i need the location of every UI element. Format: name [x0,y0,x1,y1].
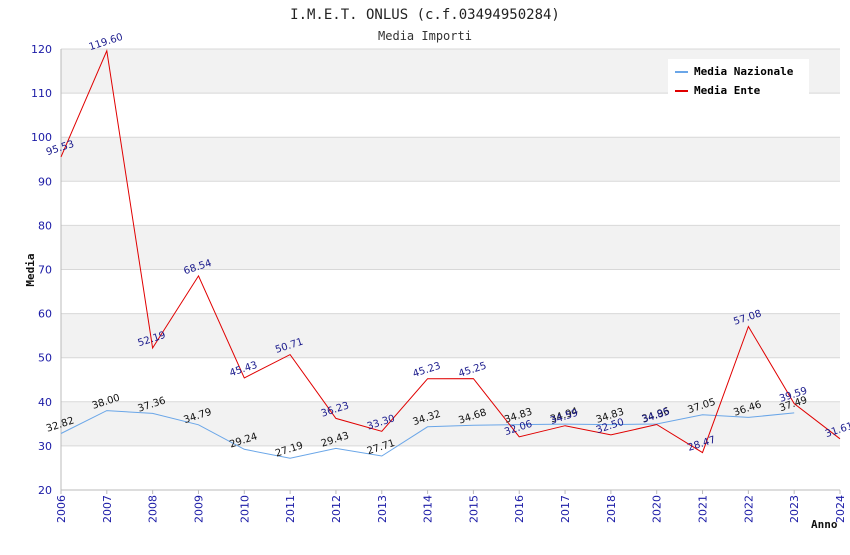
legend-label-nazionale: Media Nazionale [694,65,794,78]
y-tick-label: 100 [31,131,52,144]
y-tick-label: 110 [31,87,52,100]
y-tick-label: 70 [38,264,52,277]
data-label: 45.23 [412,361,443,380]
x-tick-label: 2021 [697,495,710,523]
axes [60,49,841,494]
x-tick-label: 2014 [422,495,435,523]
y-tick-label: 30 [38,440,52,453]
grid-band [61,401,840,446]
data-label: 45.25 [457,361,488,380]
y-tick-label: 80 [38,219,52,232]
y-tick-label: 40 [38,396,52,409]
x-tick-label: 2024 [834,495,847,523]
x-tick-label: 2009 [192,495,205,523]
x-tick-label: 2013 [376,495,389,523]
x-tick-label: 2008 [147,495,160,523]
grid-band [61,225,840,270]
x-axis-label: Anno [811,518,838,531]
x-tick-label: 2020 [651,495,664,523]
x-tick-label: 2012 [330,495,343,523]
x-tick-label: 2010 [238,495,251,523]
x-tick-label: 2022 [742,495,755,523]
chart-title: I.M.E.T. ONLUS (c.f.03494950284) [290,7,560,23]
y-tick-label: 90 [38,175,52,188]
y-tick-label: 20 [38,484,52,497]
x-tick-label: 2018 [605,495,618,523]
y-tick-label: 50 [38,352,52,365]
y-axis-label: Media [24,253,37,286]
series-line-media-ente [60,49,841,454]
x-tick-label: 2015 [467,495,480,523]
x-tick-labels: 2006 2007 2008 2009 2010 2011 2012 2013 2014 2015… [55,495,847,523]
series-line-media-nazionale [60,410,795,459]
y-tick-labels: 20 30 40 50 60 70 80 90 100 110 120 [31,43,52,497]
grid-band [61,137,840,182]
x-tick-label: 2023 [788,495,801,523]
x-tick-label: 2006 [55,495,68,523]
grid-band [61,313,840,358]
legend: Media Nazionale Media Ente [668,59,809,97]
y-tick-label: 60 [38,308,52,321]
x-tick-label: 2007 [101,495,114,523]
legend-box [668,59,809,97]
x-tick-label: 2017 [559,495,572,523]
legend-label-ente: Media Ente [694,84,761,97]
x-tick-label: 2016 [513,495,526,523]
y-tick-label: 120 [31,43,52,56]
series-lines [60,49,841,459]
x-tick-label: 2011 [284,495,297,523]
chart-subtitle: Media Importi [378,29,472,43]
grid-bands [61,49,840,446]
